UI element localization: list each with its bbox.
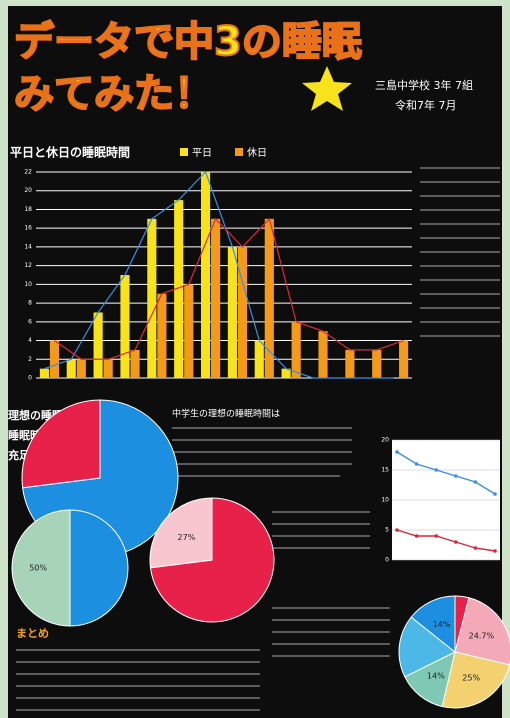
poster: データで中3の睡眠 みてみた！ 三島中学校 3年 7組 令和7年 7月 理想の睡… xyxy=(0,0,510,718)
bar xyxy=(372,350,381,378)
bar xyxy=(211,219,220,378)
title: データで中3の睡眠 xyxy=(14,19,362,65)
point xyxy=(415,534,419,538)
legend-swatch xyxy=(235,148,243,156)
bar xyxy=(255,341,264,378)
y-tick-label: 2 xyxy=(28,356,32,363)
y-tick-label: 0 xyxy=(385,557,389,564)
point xyxy=(454,540,458,544)
bar xyxy=(228,247,237,378)
title: みてみた！ xyxy=(14,71,214,117)
y-tick-label: 10 xyxy=(381,497,389,504)
point xyxy=(474,546,478,550)
point xyxy=(395,528,399,532)
point xyxy=(454,474,458,478)
note: 中学生の理想の睡眠時間は xyxy=(172,408,280,420)
y-tick-label: 4 xyxy=(28,337,32,344)
y-tick-label: 18 xyxy=(24,206,32,213)
legend-swatch xyxy=(180,148,188,156)
y-tick-label: 16 xyxy=(24,225,32,232)
heading: まとめ xyxy=(16,627,49,640)
bar xyxy=(40,369,49,378)
bar xyxy=(77,359,86,378)
bar xyxy=(67,359,76,378)
y-tick-label: 20 xyxy=(381,437,389,444)
y-tick-label: 15 xyxy=(381,467,389,474)
bar xyxy=(318,331,327,378)
chart-title: 平日と休日の睡眠時間 xyxy=(10,145,130,160)
data-label: 14% xyxy=(433,620,451,629)
bar xyxy=(201,172,210,378)
school: 三島中学校 3年 7組 xyxy=(375,78,473,92)
point xyxy=(434,468,438,472)
bar xyxy=(399,341,408,378)
bar xyxy=(345,350,354,378)
point xyxy=(493,549,497,553)
y-tick-label: 20 xyxy=(24,187,32,194)
data-label: 50% xyxy=(29,564,47,573)
bar xyxy=(157,294,166,378)
bar xyxy=(104,359,113,378)
bar xyxy=(94,312,103,378)
point xyxy=(395,450,399,454)
bar xyxy=(147,219,156,378)
y-tick-label: 5 xyxy=(385,527,389,534)
y-tick-label: 8 xyxy=(28,300,32,307)
y-tick-label: 14 xyxy=(24,243,32,250)
point xyxy=(434,534,438,538)
y-tick-label: 0 xyxy=(28,375,32,382)
point xyxy=(415,462,419,466)
legend-label: 平日 xyxy=(192,148,212,159)
y-tick-label: 22 xyxy=(24,169,32,176)
date: 令和7年 7月 xyxy=(395,98,457,112)
page: {"header": {"title_line1": "データで中3の睡眠", … xyxy=(0,0,510,718)
y-tick-label: 12 xyxy=(24,262,32,269)
bar xyxy=(292,322,301,378)
bar xyxy=(50,341,59,378)
y-tick-label: 6 xyxy=(28,318,32,325)
data-label: 24.7% xyxy=(469,632,495,641)
point xyxy=(493,492,497,496)
data-label: 25% xyxy=(462,674,480,683)
bar xyxy=(238,247,247,378)
legend-label: 休日 xyxy=(247,147,267,159)
point xyxy=(474,480,478,484)
y-tick-label: 10 xyxy=(24,281,32,288)
data-label: 14% xyxy=(427,672,445,681)
bar xyxy=(184,284,193,378)
bar xyxy=(120,275,129,378)
bar xyxy=(130,350,139,378)
data-label: 27% xyxy=(178,533,196,542)
